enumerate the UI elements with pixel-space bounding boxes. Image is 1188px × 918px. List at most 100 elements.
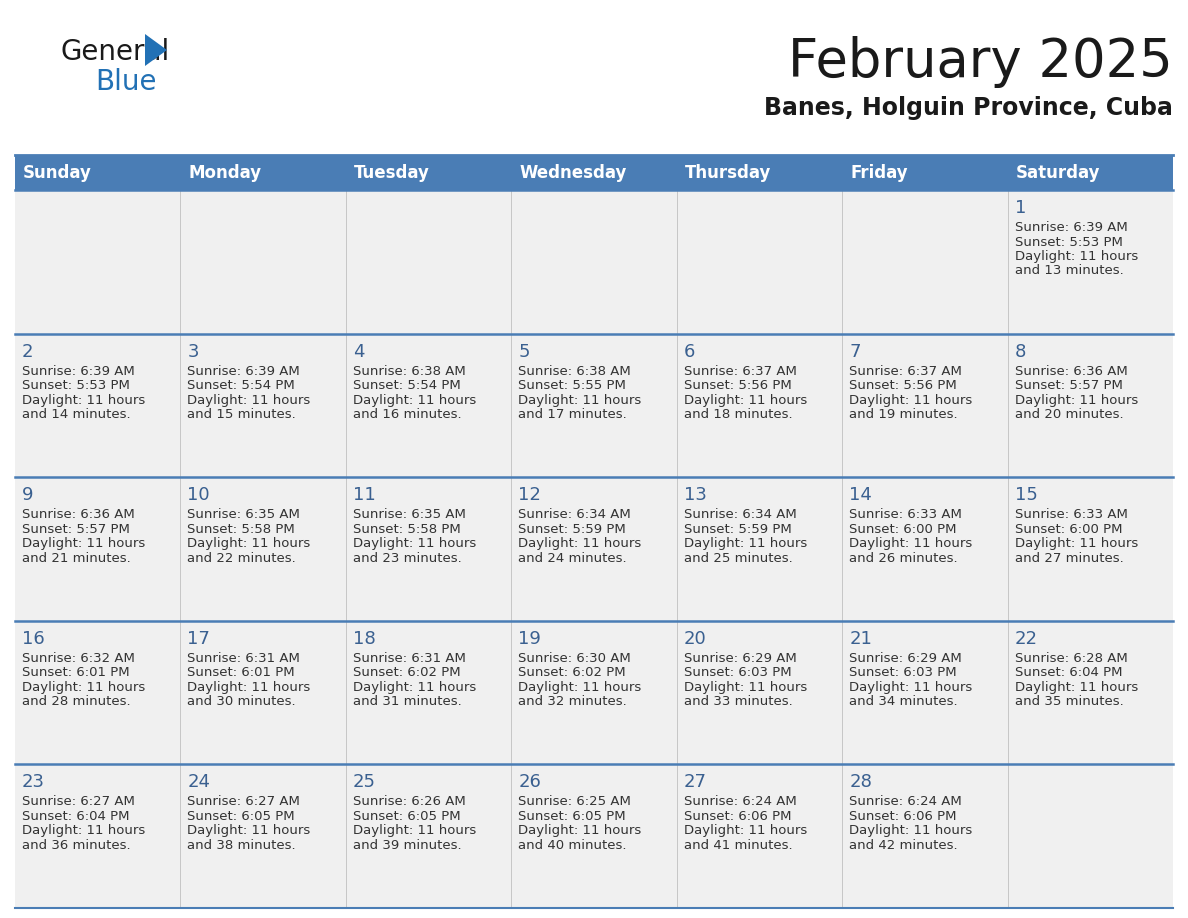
Text: Sunset: 5:53 PM: Sunset: 5:53 PM	[1015, 236, 1123, 249]
Text: Friday: Friday	[851, 163, 908, 182]
Text: Daylight: 11 hours: Daylight: 11 hours	[23, 537, 145, 550]
Text: Daylight: 11 hours: Daylight: 11 hours	[1015, 250, 1138, 263]
Text: 22: 22	[1015, 630, 1037, 648]
Text: and 33 minutes.: and 33 minutes.	[684, 695, 792, 709]
Text: Sunrise: 6:37 AM: Sunrise: 6:37 AM	[849, 364, 962, 377]
Text: Sunrise: 6:39 AM: Sunrise: 6:39 AM	[188, 364, 301, 377]
Text: Sunset: 5:53 PM: Sunset: 5:53 PM	[23, 379, 129, 392]
Text: Sunset: 5:57 PM: Sunset: 5:57 PM	[1015, 379, 1123, 392]
Text: and 14 minutes.: and 14 minutes.	[23, 409, 131, 421]
Text: 28: 28	[849, 773, 872, 791]
Text: and 39 minutes.: and 39 minutes.	[353, 839, 461, 852]
Text: February 2025: February 2025	[789, 36, 1173, 88]
Text: 21: 21	[849, 630, 872, 648]
Text: Daylight: 11 hours: Daylight: 11 hours	[849, 394, 973, 407]
Text: Tuesday: Tuesday	[354, 163, 430, 182]
Text: 26: 26	[518, 773, 542, 791]
Text: 25: 25	[353, 773, 375, 791]
Text: Sunrise: 6:27 AM: Sunrise: 6:27 AM	[23, 795, 135, 809]
Text: Sunrise: 6:34 AM: Sunrise: 6:34 AM	[518, 509, 631, 521]
Text: Daylight: 11 hours: Daylight: 11 hours	[684, 394, 807, 407]
Bar	[15, 621, 1173, 765]
Text: Sunset: 6:00 PM: Sunset: 6:00 PM	[849, 522, 956, 536]
Polygon shape	[145, 34, 168, 66]
Text: Sunset: 5:59 PM: Sunset: 5:59 PM	[684, 522, 791, 536]
Text: Daylight: 11 hours: Daylight: 11 hours	[1015, 394, 1138, 407]
Text: Saturday: Saturday	[1016, 163, 1100, 182]
Text: Sunrise: 6:36 AM: Sunrise: 6:36 AM	[1015, 364, 1127, 377]
Text: and 35 minutes.: and 35 minutes.	[1015, 695, 1124, 709]
Text: and 32 minutes.: and 32 minutes.	[518, 695, 627, 709]
Text: and 13 minutes.: and 13 minutes.	[1015, 264, 1124, 277]
Bar	[15, 477, 1173, 621]
Text: Sunset: 6:04 PM: Sunset: 6:04 PM	[23, 810, 129, 823]
Text: and 28 minutes.: and 28 minutes.	[23, 695, 131, 709]
Text: and 25 minutes.: and 25 minutes.	[684, 552, 792, 565]
Text: Sunrise: 6:38 AM: Sunrise: 6:38 AM	[353, 364, 466, 377]
Text: Wednesday: Wednesday	[519, 163, 626, 182]
Text: Daylight: 11 hours: Daylight: 11 hours	[188, 394, 311, 407]
Text: and 17 minutes.: and 17 minutes.	[518, 409, 627, 421]
Text: Daylight: 11 hours: Daylight: 11 hours	[23, 824, 145, 837]
Text: Sunset: 6:06 PM: Sunset: 6:06 PM	[684, 810, 791, 823]
Text: and 18 minutes.: and 18 minutes.	[684, 409, 792, 421]
Text: and 23 minutes.: and 23 minutes.	[353, 552, 462, 565]
Text: 16: 16	[23, 630, 45, 648]
Text: and 30 minutes.: and 30 minutes.	[188, 695, 296, 709]
Text: Sunset: 6:00 PM: Sunset: 6:00 PM	[1015, 522, 1123, 536]
Text: Sunset: 6:05 PM: Sunset: 6:05 PM	[353, 810, 461, 823]
Text: and 15 minutes.: and 15 minutes.	[188, 409, 296, 421]
Text: Sunrise: 6:26 AM: Sunrise: 6:26 AM	[353, 795, 466, 809]
Text: Sunset: 5:56 PM: Sunset: 5:56 PM	[849, 379, 956, 392]
Text: Daylight: 11 hours: Daylight: 11 hours	[188, 824, 311, 837]
Text: Blue: Blue	[95, 68, 157, 96]
Text: Daylight: 11 hours: Daylight: 11 hours	[1015, 681, 1138, 694]
Text: and 34 minutes.: and 34 minutes.	[849, 695, 958, 709]
Text: Daylight: 11 hours: Daylight: 11 hours	[188, 537, 311, 550]
Text: Sunrise: 6:35 AM: Sunrise: 6:35 AM	[188, 509, 301, 521]
Text: and 19 minutes.: and 19 minutes.	[849, 409, 958, 421]
Text: Sunset: 5:54 PM: Sunset: 5:54 PM	[188, 379, 295, 392]
Text: and 38 minutes.: and 38 minutes.	[188, 839, 296, 852]
Text: Daylight: 11 hours: Daylight: 11 hours	[23, 681, 145, 694]
Text: Sunset: 5:57 PM: Sunset: 5:57 PM	[23, 522, 129, 536]
Text: Daylight: 11 hours: Daylight: 11 hours	[849, 681, 973, 694]
Text: and 20 minutes.: and 20 minutes.	[1015, 409, 1123, 421]
Bar	[15, 190, 1173, 333]
Text: and 41 minutes.: and 41 minutes.	[684, 839, 792, 852]
Text: Daylight: 11 hours: Daylight: 11 hours	[188, 681, 311, 694]
Text: 24: 24	[188, 773, 210, 791]
Text: Thursday: Thursday	[684, 163, 771, 182]
Text: Daylight: 11 hours: Daylight: 11 hours	[849, 537, 973, 550]
Text: Sunset: 6:06 PM: Sunset: 6:06 PM	[849, 810, 956, 823]
Text: Monday: Monday	[189, 163, 261, 182]
Text: Sunset: 5:59 PM: Sunset: 5:59 PM	[518, 522, 626, 536]
Text: and 24 minutes.: and 24 minutes.	[518, 552, 627, 565]
Text: Daylight: 11 hours: Daylight: 11 hours	[518, 824, 642, 837]
Text: Daylight: 11 hours: Daylight: 11 hours	[353, 681, 476, 694]
Text: Sunrise: 6:34 AM: Sunrise: 6:34 AM	[684, 509, 796, 521]
Text: 3: 3	[188, 342, 198, 361]
Text: Sunrise: 6:33 AM: Sunrise: 6:33 AM	[849, 509, 962, 521]
Text: and 22 minutes.: and 22 minutes.	[188, 552, 296, 565]
Text: Daylight: 11 hours: Daylight: 11 hours	[518, 537, 642, 550]
Text: Sunrise: 6:33 AM: Sunrise: 6:33 AM	[1015, 509, 1127, 521]
Bar	[15, 333, 1173, 477]
Text: Sunset: 5:55 PM: Sunset: 5:55 PM	[518, 379, 626, 392]
Text: and 36 minutes.: and 36 minutes.	[23, 839, 131, 852]
Text: Sunday: Sunday	[23, 163, 91, 182]
Text: Sunrise: 6:30 AM: Sunrise: 6:30 AM	[518, 652, 631, 665]
Text: 19: 19	[518, 630, 542, 648]
Text: and 26 minutes.: and 26 minutes.	[849, 552, 958, 565]
Text: 6: 6	[684, 342, 695, 361]
Text: Sunset: 5:58 PM: Sunset: 5:58 PM	[353, 522, 461, 536]
Text: 20: 20	[684, 630, 707, 648]
Text: Daylight: 11 hours: Daylight: 11 hours	[518, 681, 642, 694]
Text: and 42 minutes.: and 42 minutes.	[849, 839, 958, 852]
Text: 7: 7	[849, 342, 860, 361]
Text: and 16 minutes.: and 16 minutes.	[353, 409, 461, 421]
Text: Sunrise: 6:38 AM: Sunrise: 6:38 AM	[518, 364, 631, 377]
Text: 15: 15	[1015, 487, 1037, 504]
Text: 12: 12	[518, 487, 542, 504]
Text: General: General	[61, 38, 169, 66]
